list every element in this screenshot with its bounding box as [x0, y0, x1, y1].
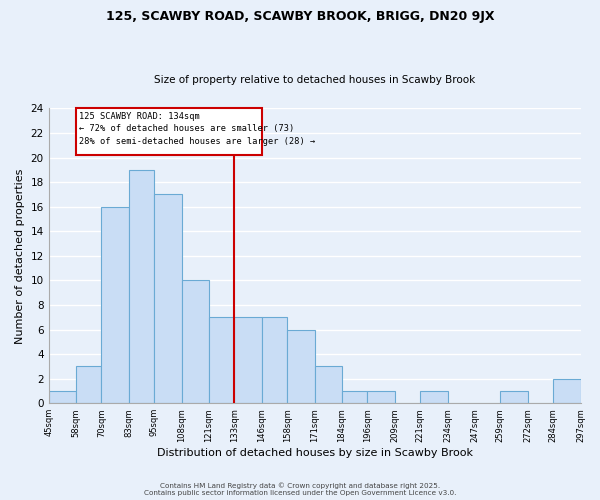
Text: 125 SCAWBY ROAD: 134sqm
← 72% of detached houses are smaller (73)
28% of semi-de: 125 SCAWBY ROAD: 134sqm ← 72% of detache… — [79, 112, 316, 146]
Bar — [76, 366, 101, 403]
Bar — [182, 280, 209, 403]
Bar — [235, 318, 262, 403]
Bar — [209, 318, 235, 403]
Bar — [154, 194, 182, 403]
Bar — [76, 108, 262, 155]
Bar — [420, 391, 448, 403]
Bar — [262, 318, 287, 403]
Text: Contains public sector information licensed under the Open Government Licence v3: Contains public sector information licen… — [144, 490, 456, 496]
Text: 125, SCAWBY ROAD, SCAWBY BROOK, BRIGG, DN20 9JX: 125, SCAWBY ROAD, SCAWBY BROOK, BRIGG, D… — [106, 10, 494, 23]
Bar — [367, 391, 395, 403]
Bar — [553, 378, 581, 403]
X-axis label: Distribution of detached houses by size in Scawby Brook: Distribution of detached houses by size … — [157, 448, 473, 458]
Title: Size of property relative to detached houses in Scawby Brook: Size of property relative to detached ho… — [154, 76, 475, 86]
Y-axis label: Number of detached properties: Number of detached properties — [15, 168, 25, 344]
Bar — [49, 391, 76, 403]
Bar — [129, 170, 154, 403]
Bar — [342, 391, 367, 403]
Bar — [314, 366, 342, 403]
Bar — [101, 206, 129, 403]
Bar — [287, 330, 314, 403]
Bar — [500, 391, 528, 403]
Text: Contains HM Land Registry data © Crown copyright and database right 2025.: Contains HM Land Registry data © Crown c… — [160, 482, 440, 489]
